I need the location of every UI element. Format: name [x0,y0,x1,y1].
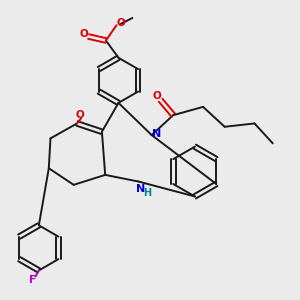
Text: O: O [75,110,84,120]
Text: F: F [29,275,36,285]
Text: O: O [153,91,162,101]
Text: H: H [144,188,152,199]
Text: N: N [152,129,161,139]
Text: O: O [80,29,89,39]
Text: N: N [136,184,145,194]
Text: O: O [117,18,125,28]
